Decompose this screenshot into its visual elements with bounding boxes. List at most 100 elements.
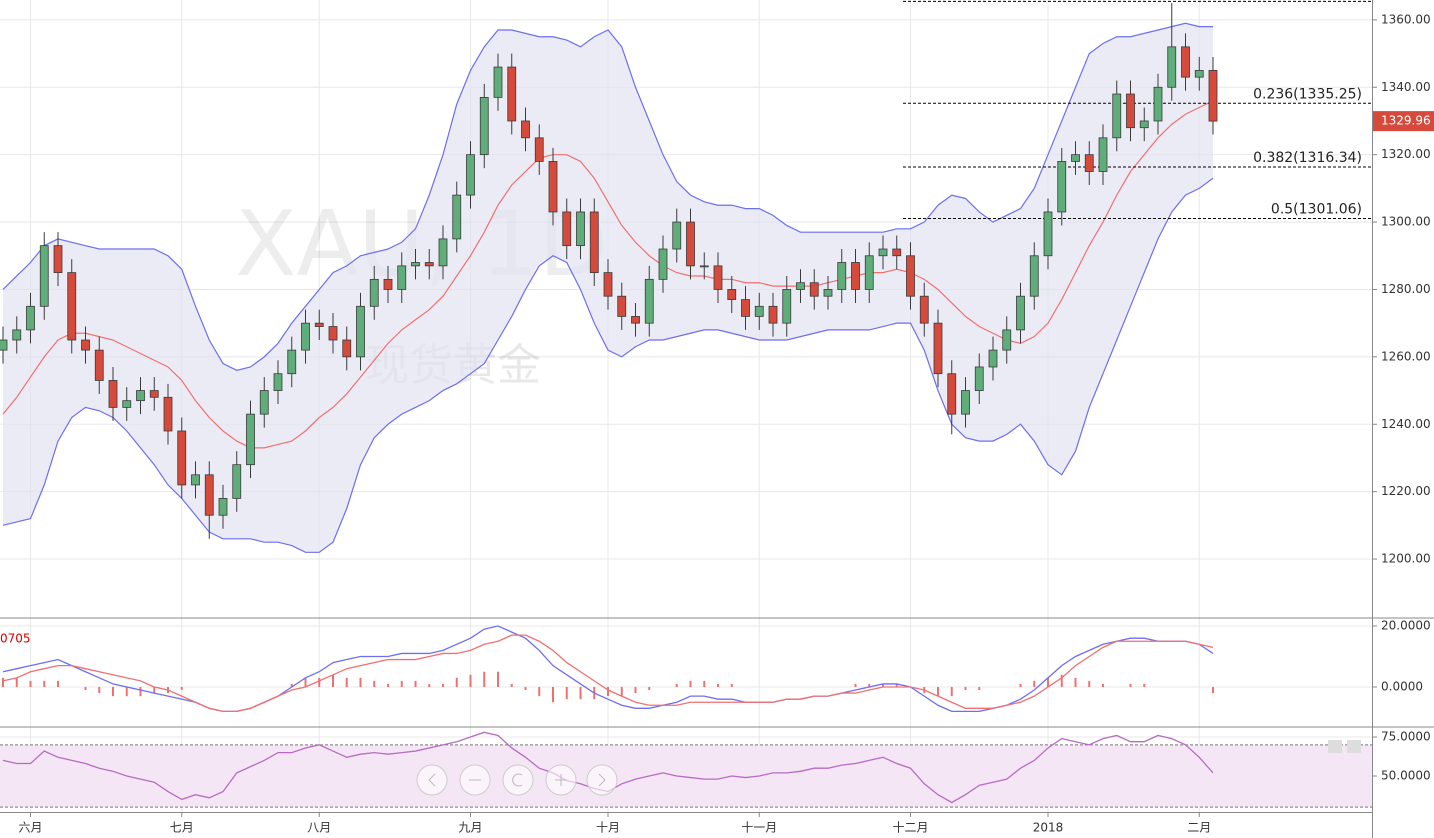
candle-body [287,349,297,375]
pane-icon[interactable] [1347,740,1361,753]
candle-body [232,464,242,499]
bollinger-basis [2,100,1214,449]
candle-body [727,289,737,300]
candle-body [1153,86,1163,122]
pane-icons [1328,740,1361,753]
y-tick-label: 1320.00 [1381,147,1431,161]
fib-label: 0.382(1316.34) [1253,150,1362,166]
rsi-band-fill [0,744,1372,808]
candle-body [1071,154,1080,162]
fib-label: 0.5(1301.06) [1271,201,1362,217]
candle-body [961,390,970,415]
candle-body [438,238,448,267]
x-tick-label: 七月 [170,821,194,835]
candle-body [713,265,723,290]
candle-body [1043,211,1053,257]
zoom-out-button[interactable] [459,764,491,796]
candle-body [823,289,833,297]
candle-body [1016,295,1025,331]
candle-body [534,137,544,162]
last-price-label: 1329.96 [1381,114,1431,128]
candle-body [218,497,228,516]
x-tick-label: 十月 [596,821,620,835]
zoom-in-button[interactable] [545,764,577,796]
candle-body [452,194,462,240]
candle-body [699,265,709,268]
x-tick-label: 八月 [307,821,331,835]
candle-body [493,66,503,98]
bollinger-lower [2,177,1214,553]
candle-body [424,262,434,267]
candle-body [576,211,585,247]
x-tick-label: 十一月 [741,821,777,835]
candle-body [741,299,750,317]
candle-body [686,221,695,267]
candle-body [1139,120,1149,129]
candle-body [1098,137,1108,172]
candle-body [933,322,943,375]
candle-body [1167,46,1177,88]
candle-body [603,272,613,297]
candle-body [356,305,365,358]
candle-body [1126,93,1135,129]
candle-body [1181,46,1190,78]
candle-body [136,390,145,402]
candle-body [919,295,929,324]
plot-layer: 0.236(1335.25) 0.382(1316.34) 0.5(1301.06)… [0,0,1372,808]
candle-body [191,474,200,486]
axis-layer: 六月 七月 八月 九月 十月 十一月 十二月 2018 二月 1200.00 1220.00 1240… [18,12,1434,835]
candle-body [631,316,640,324]
y-tick-label: 50.0000 [1381,769,1431,783]
candle-body [149,390,159,398]
reset-button[interactable] [502,764,534,796]
candle-body [397,265,407,290]
candle-body [988,349,998,368]
x-tick-label: 九月 [458,821,482,835]
candle-body [301,322,310,351]
candle-body [411,262,420,267]
macd-annotation: 0705 [0,632,31,646]
candle-body [644,278,654,324]
candle-body [39,245,49,307]
candle-body [26,305,35,331]
candle-body [837,262,847,290]
y-tick-label: 0.0000 [1381,679,1423,693]
y-tick-label: 1260.00 [1381,349,1431,363]
candle-body [466,154,475,196]
scroll-right-button[interactable] [586,764,618,796]
candle-body [768,305,778,324]
signal-line [2,634,1214,713]
nav-buttons [416,764,618,796]
pane-icon[interactable] [1328,740,1342,753]
y-tick-label: 1360.00 [1381,12,1431,26]
candle-body [479,96,489,156]
candle-body [204,474,214,516]
last-price-tag [1373,111,1434,132]
x-tick-label: 2018 [1033,821,1064,835]
candle-body [782,289,792,324]
candle-body [617,295,627,317]
candle-body [658,248,668,280]
candle-body [246,413,255,466]
candle-body [122,400,132,408]
candle-body [851,262,860,290]
y-tick-label: 1220.00 [1381,484,1431,498]
candle-body [1002,329,1012,351]
candle-body [892,248,902,257]
y-tick-label: 20.0000 [1381,619,1431,633]
candle-body [0,339,8,351]
scroll-left-button[interactable] [416,764,448,796]
bollinger-upper [2,22,1213,371]
fib-label: 0.236(1335.25) [1253,86,1362,102]
candle-body [177,430,187,486]
candle-body [1208,70,1218,122]
candle-body [342,339,352,358]
y-tick-label: 1280.00 [1381,282,1431,296]
candle-body [589,211,599,274]
x-tick-label: 二月 [1187,821,1211,835]
candle-body [12,329,22,341]
candle-body [562,211,572,247]
candle-body [947,373,957,415]
y-tick-label: 1240.00 [1381,417,1431,431]
